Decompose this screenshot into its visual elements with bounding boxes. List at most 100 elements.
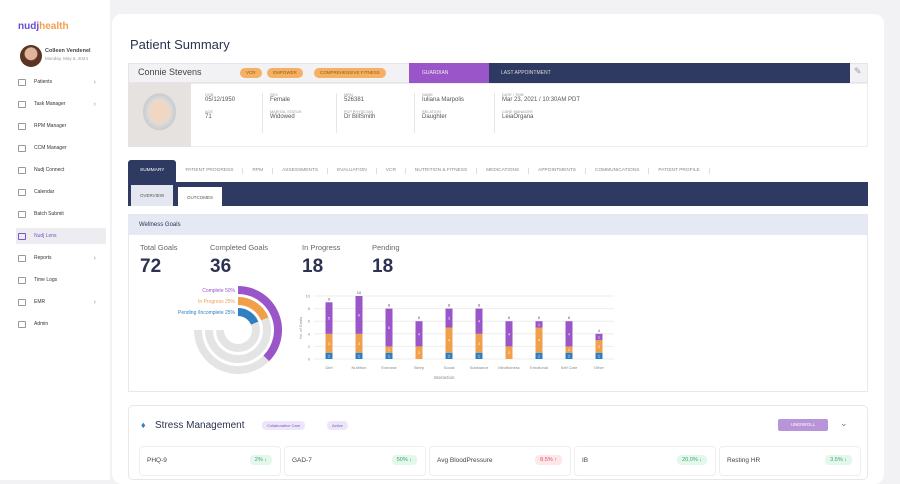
- sidebar-item-label: Time Logs: [34, 277, 58, 283]
- metric-card[interactable]: Resting HR 3.5% ↓: [719, 446, 861, 476]
- bar-segment[interactable]: [385, 308, 393, 347]
- avatar[interactable]: [20, 45, 42, 67]
- tab[interactable]: Nutrition & Fitness: [406, 168, 478, 174]
- sidebar-item[interactable]: Time Logs: [16, 272, 106, 288]
- tab[interactable]: Medications: [477, 168, 530, 174]
- sidebar-item[interactable]: Reports ›: [16, 250, 106, 266]
- sidebar-item-label: Admin: [34, 321, 49, 327]
- bar-segment[interactable]: [325, 333, 333, 353]
- stat-label: Completed Goals: [210, 243, 268, 252]
- bar-segment[interactable]: [385, 352, 393, 359]
- sidebar-item[interactable]: Patients ›: [16, 74, 106, 90]
- segment-label: 1: [478, 354, 480, 358]
- sidebar-item[interactable]: CCM Manager: [16, 140, 106, 156]
- tab[interactable]: Appointments: [529, 168, 586, 174]
- bar-segment[interactable]: [415, 321, 423, 347]
- y-tick-label: 8: [308, 306, 311, 311]
- stress-title: Stress Management: [155, 420, 245, 431]
- stacked-bar-chart: 0 2 4 6 8 10 No. of Goals Interaction 1 3 5 9 Diet 1 3…: [298, 290, 614, 380]
- bar-segment[interactable]: [415, 346, 423, 359]
- program-tag: VCR: [240, 68, 262, 78]
- chevron-down-icon[interactable]: ⌄: [840, 418, 848, 428]
- bar-segment[interactable]: [595, 340, 603, 353]
- user-name: Colleen Vendenel: [45, 48, 91, 54]
- sidebar-item[interactable]: Nudj Lens: [16, 228, 106, 244]
- bar-total-label: 9: [328, 296, 331, 301]
- nav-icon: [18, 276, 26, 284]
- tab[interactable]: Patient Profile: [649, 168, 710, 174]
- bar-segment[interactable]: [385, 346, 393, 353]
- bar-segment[interactable]: [505, 346, 513, 359]
- nav-icon: [18, 188, 26, 196]
- bar-segment[interactable]: [355, 352, 363, 359]
- sidebar-item[interactable]: Admin: [16, 316, 106, 332]
- tab[interactable]: Summary: [128, 160, 177, 182]
- bar-total-label: 10: [357, 290, 362, 295]
- bar-segment[interactable]: [565, 352, 573, 359]
- sidebar-item[interactable]: Batch Submit: [16, 206, 106, 222]
- tab[interactable]: RPM: [243, 168, 274, 174]
- sidebar-item[interactable]: Task Manager ›: [16, 96, 106, 112]
- nav-icon: [18, 166, 26, 174]
- bar-segment[interactable]: [475, 308, 483, 334]
- bar-segment[interactable]: [355, 333, 363, 353]
- bar-segment[interactable]: [445, 327, 453, 353]
- metric-card[interactable]: Avg BloodPressure 8.5% ↑: [429, 446, 571, 476]
- nav-icon: [18, 320, 26, 328]
- bar-segment[interactable]: [445, 308, 453, 328]
- tab[interactable]: Patient Progress: [176, 168, 244, 174]
- bar-segment[interactable]: [535, 352, 543, 359]
- bar-segment[interactable]: [595, 352, 603, 359]
- logo[interactable]: nudjhealth: [18, 21, 69, 32]
- metric-card[interactable]: GAD-7 50% ↓: [284, 446, 426, 476]
- sidebar-item[interactable]: EMR ›: [16, 294, 106, 310]
- bar-total-label: 6: [418, 315, 421, 320]
- nav-icon: [18, 232, 26, 240]
- segment-label: 3: [448, 317, 450, 321]
- bar-segment[interactable]: [595, 333, 603, 341]
- radial-bar[interactable]: [237, 286, 282, 362]
- page-title: Patient Summary: [130, 37, 230, 52]
- tab[interactable]: VCR: [377, 168, 406, 174]
- unenroll-button[interactable]: UNENROLL: [778, 419, 828, 431]
- subtab-overview[interactable]: Overview: [131, 185, 174, 206]
- bar-segment[interactable]: [325, 352, 333, 359]
- bar-segment[interactable]: [535, 321, 543, 328]
- segment-label: 1: [448, 354, 450, 358]
- bar-segment[interactable]: [475, 333, 483, 353]
- bar-segment[interactable]: [355, 296, 363, 334]
- bar-segment[interactable]: [475, 352, 483, 359]
- sidebar-item-label: Reports: [34, 255, 52, 261]
- segment-label: 1: [328, 354, 330, 358]
- segment-label: 4: [478, 320, 480, 324]
- radial-bar[interactable]: [237, 308, 259, 325]
- program-tag: COMPREHENSIVE FITNESS: [314, 68, 386, 78]
- edit-icon[interactable]: ✎: [854, 66, 862, 76]
- bar-segment[interactable]: [565, 321, 573, 347]
- radial-bar[interactable]: [237, 297, 269, 321]
- lightbulb-icon: ♦: [141, 420, 146, 430]
- tab[interactable]: Assessments: [273, 168, 329, 174]
- segment-label: 1: [538, 354, 540, 358]
- sidebar-item[interactable]: Nudj Connect: [16, 162, 106, 178]
- bar-segment[interactable]: [565, 346, 573, 353]
- radial-label: Pending /Incomplete 25%: [178, 310, 236, 316]
- tab[interactable]: Evaluation: [328, 168, 377, 174]
- metric-card[interactable]: IB 20.0% ↓: [574, 446, 716, 476]
- tab[interactable]: Communications: [586, 168, 650, 174]
- radial-label: In Progress 25%: [198, 299, 236, 305]
- bar-segment[interactable]: [325, 302, 333, 334]
- bar-segment[interactable]: [535, 327, 543, 353]
- segment-label: 3: [328, 342, 330, 346]
- x-tick-label: Mindfulness: [498, 365, 519, 370]
- bar-segment[interactable]: [505, 321, 513, 347]
- metric-card[interactable]: PHQ-9 2% ↓: [139, 446, 281, 476]
- nav-icon: [18, 144, 26, 152]
- sidebar-item[interactable]: Calendar: [16, 184, 106, 200]
- bar-segment[interactable]: [445, 352, 453, 359]
- x-tick-label: Diet: [325, 365, 333, 370]
- sidebar-item[interactable]: RPM Manager: [16, 118, 106, 134]
- subtab-outcomes[interactable]: Outcomes: [178, 187, 223, 206]
- info-field: SEX Female MARITAL STATUS Widowed: [270, 93, 302, 120]
- segment-label: 1: [568, 348, 570, 352]
